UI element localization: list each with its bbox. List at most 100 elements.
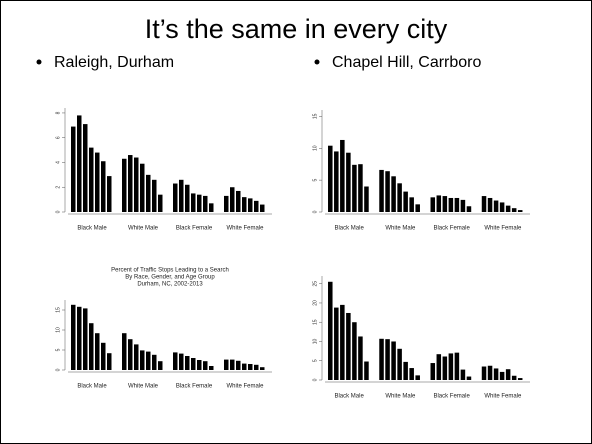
group-label: Black Male: [77, 226, 107, 232]
bar: [415, 204, 420, 212]
y-tick-label: 2: [55, 186, 61, 189]
bar: [460, 199, 466, 212]
group-label: White Male: [128, 384, 159, 390]
bar: [230, 187, 235, 212]
bar: [236, 360, 241, 370]
bar: [236, 190, 241, 212]
bar: [328, 145, 333, 212]
bar: [95, 333, 100, 370]
bullet-dot: [36, 59, 42, 65]
y-tick-label: 4: [55, 161, 61, 164]
y-tick-label: 5: [312, 179, 318, 182]
bar: [191, 193, 196, 212]
y-tick-label: 6: [55, 136, 61, 139]
chart-title: Durham, NC, 2002-2013: [137, 282, 203, 288]
bar: [352, 322, 357, 380]
bar: [260, 204, 265, 212]
bar: [460, 369, 466, 380]
chart-title: By Race, Gender, and Age Group: [125, 275, 215, 281]
y-tick-label: 0: [312, 378, 318, 381]
bar: [152, 354, 157, 370]
group-label: Black Male: [334, 226, 364, 232]
bar: [260, 367, 265, 370]
bar: [466, 376, 472, 380]
bar: [481, 366, 487, 380]
bar: [185, 184, 190, 212]
bar: [415, 375, 420, 380]
bar: [436, 354, 442, 380]
bar: [391, 341, 396, 380]
bar: [203, 361, 208, 370]
bar: [517, 210, 523, 212]
bar: [179, 353, 184, 370]
bar: [346, 312, 351, 380]
bar: [442, 196, 448, 212]
bar: [152, 179, 157, 212]
bar: [224, 359, 229, 370]
bar: [499, 202, 505, 212]
bar: [134, 157, 139, 212]
bar: [140, 163, 145, 212]
bar: [254, 200, 259, 212]
bar: [77, 115, 82, 212]
bar: [505, 369, 511, 380]
y-tick-label: 10: [55, 327, 61, 333]
y-tick-label: 20: [312, 300, 318, 306]
bar: [448, 353, 454, 380]
bar: [505, 205, 511, 212]
bar: [340, 139, 345, 212]
bar: [185, 356, 190, 370]
bar: [203, 195, 208, 212]
group-label: Black Female: [433, 226, 470, 232]
bar: [493, 200, 499, 212]
bar: [328, 281, 333, 380]
bar: [248, 364, 253, 370]
bar: [89, 147, 94, 212]
bar: [499, 371, 505, 380]
y-tick-label: 8: [55, 111, 61, 114]
bullet: Chapel Hill, Carrboro: [332, 54, 481, 71]
y-tick-label: 10: [312, 145, 318, 151]
bar: [430, 363, 436, 380]
group-label: Black Female: [176, 384, 213, 390]
bar: [242, 363, 247, 370]
bar: [146, 174, 151, 212]
bar: [197, 360, 202, 370]
bar: [191, 358, 196, 370]
bar: [71, 126, 76, 212]
group-label: White Male: [385, 226, 416, 232]
group-label: Black Female: [176, 226, 213, 232]
bar: [254, 364, 259, 370]
y-tick-label: 25: [312, 281, 318, 287]
bar: [122, 333, 127, 370]
bar: [403, 361, 408, 380]
bar: [140, 350, 145, 370]
bar: [346, 152, 351, 212]
bar: [487, 197, 493, 212]
bar: [358, 336, 363, 380]
bar: [83, 308, 88, 370]
group-label: White Female: [484, 394, 522, 400]
bar: [340, 304, 345, 380]
bar: [334, 151, 339, 212]
bar: [101, 342, 106, 370]
chart-title: Percent of Traffic Stops Leading to a Se…: [111, 268, 229, 274]
bar: [487, 365, 493, 380]
bar: [107, 353, 112, 370]
bar: [334, 307, 339, 380]
bar: [352, 164, 357, 212]
bar: [454, 197, 460, 212]
bar: [517, 378, 523, 380]
bar: [107, 176, 112, 212]
bar: [77, 306, 82, 370]
bar: [409, 368, 414, 380]
group-label: White Female: [226, 384, 264, 390]
bar: [403, 191, 408, 212]
bullet: Raleigh, Durham: [54, 54, 174, 71]
y-tick-label: 5: [312, 359, 318, 362]
bar: [173, 183, 178, 212]
group-label: Black Female: [433, 394, 470, 400]
bar: [379, 338, 384, 380]
slide-title: It’s the same in every city: [145, 14, 448, 44]
